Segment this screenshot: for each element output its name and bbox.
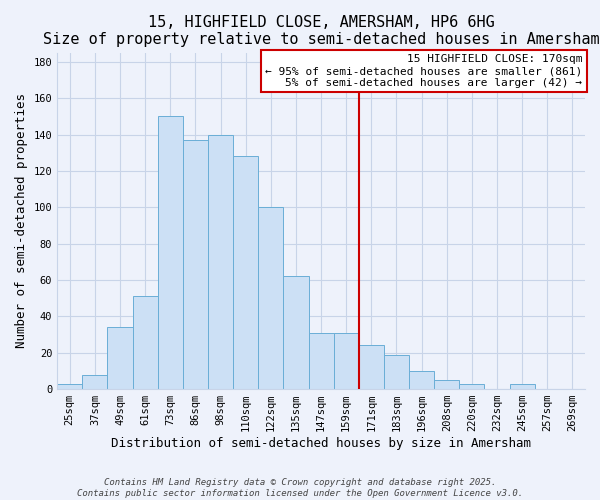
Bar <box>283 276 308 389</box>
Bar <box>82 374 107 389</box>
Y-axis label: Number of semi-detached properties: Number of semi-detached properties <box>15 94 28 348</box>
Bar <box>133 296 158 389</box>
Bar <box>183 140 208 389</box>
Bar <box>384 354 409 389</box>
Bar <box>460 384 484 389</box>
Text: 15 HIGHFIELD CLOSE: 170sqm
← 95% of semi-detached houses are smaller (861)
5% of: 15 HIGHFIELD CLOSE: 170sqm ← 95% of semi… <box>265 54 583 88</box>
Bar <box>258 208 283 389</box>
Bar <box>359 346 384 389</box>
Bar <box>334 332 359 389</box>
Bar <box>208 134 233 389</box>
Bar <box>308 332 334 389</box>
Bar <box>434 380 460 389</box>
X-axis label: Distribution of semi-detached houses by size in Amersham: Distribution of semi-detached houses by … <box>111 437 531 450</box>
Bar <box>107 328 133 389</box>
Title: 15, HIGHFIELD CLOSE, AMERSHAM, HP6 6HG
Size of property relative to semi-detache: 15, HIGHFIELD CLOSE, AMERSHAM, HP6 6HG S… <box>43 15 599 48</box>
Text: Contains HM Land Registry data © Crown copyright and database right 2025.
Contai: Contains HM Land Registry data © Crown c… <box>77 478 523 498</box>
Bar <box>409 371 434 389</box>
Bar <box>158 116 183 389</box>
Bar <box>509 384 535 389</box>
Bar <box>57 384 82 389</box>
Bar <box>233 156 258 389</box>
